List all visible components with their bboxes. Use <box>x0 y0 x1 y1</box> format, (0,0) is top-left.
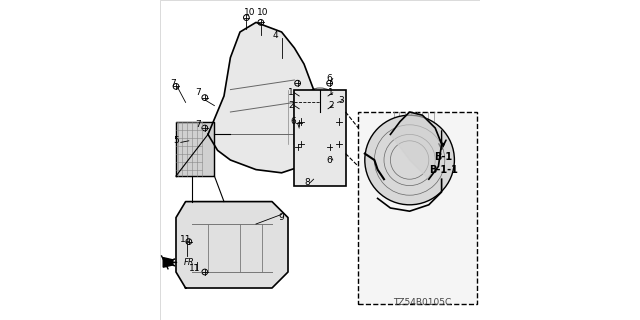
Text: B-1-1: B-1-1 <box>429 164 458 175</box>
Text: 3: 3 <box>338 96 344 105</box>
Text: 7: 7 <box>196 88 201 97</box>
Text: 11: 11 <box>180 236 191 244</box>
Text: 8: 8 <box>305 178 310 187</box>
Text: 9: 9 <box>279 213 284 222</box>
Text: 6: 6 <box>327 74 332 83</box>
Text: 1: 1 <box>328 88 334 97</box>
Text: 10: 10 <box>257 8 268 17</box>
Text: 4: 4 <box>273 31 278 40</box>
Text: 7: 7 <box>170 79 175 88</box>
Text: TZ54B0105C: TZ54B0105C <box>393 298 452 307</box>
Text: 2: 2 <box>289 101 294 110</box>
Text: 2: 2 <box>328 101 334 110</box>
Text: B-1: B-1 <box>434 152 452 162</box>
Polygon shape <box>390 112 442 179</box>
Text: FR.: FR. <box>184 258 197 267</box>
Polygon shape <box>176 202 288 288</box>
Text: 11: 11 <box>189 264 201 273</box>
Text: 1: 1 <box>289 88 294 97</box>
Polygon shape <box>163 258 173 267</box>
Bar <box>294 90 346 186</box>
FancyArrowPatch shape <box>440 140 446 146</box>
Text: 6: 6 <box>290 117 296 126</box>
Bar <box>358 112 477 304</box>
Text: 10: 10 <box>244 8 255 17</box>
Circle shape <box>365 115 454 205</box>
Text: 5: 5 <box>173 136 179 145</box>
Text: 6: 6 <box>327 156 332 164</box>
Text: 7: 7 <box>196 120 201 129</box>
Polygon shape <box>176 122 214 176</box>
Polygon shape <box>208 22 320 173</box>
